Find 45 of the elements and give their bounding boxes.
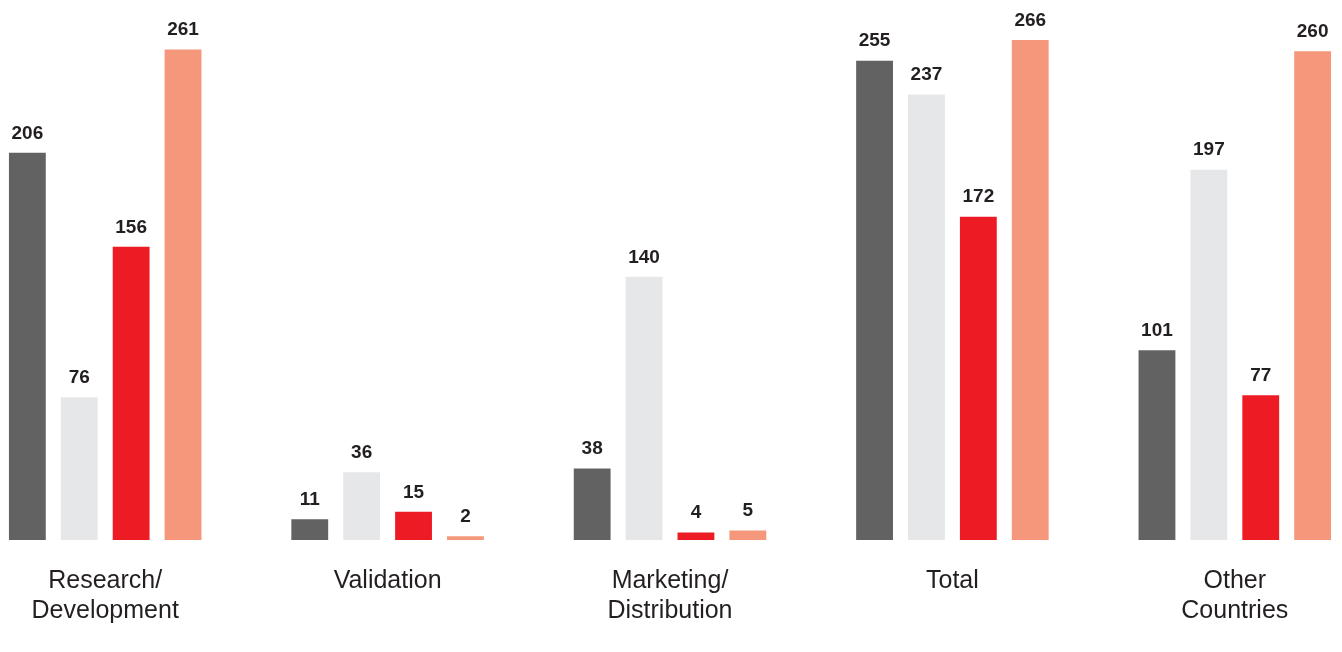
data-label: 260 bbox=[1296, 20, 1329, 42]
data-label: 5 bbox=[742, 499, 754, 521]
bar bbox=[447, 536, 484, 540]
data-label: 4 bbox=[690, 501, 702, 523]
data-label: 140 bbox=[628, 245, 660, 267]
data-label: 197 bbox=[1193, 138, 1225, 160]
data-label: 36 bbox=[351, 441, 373, 463]
bar bbox=[729, 530, 767, 540]
bar bbox=[573, 468, 611, 540]
x-tick-label: Research/ Development bbox=[31, 564, 179, 623]
data-label: 237 bbox=[910, 63, 943, 85]
bar bbox=[1294, 51, 1332, 540]
bar bbox=[112, 246, 150, 540]
bar bbox=[1138, 350, 1176, 540]
x-tick-label: Marketing/ Distribution bbox=[607, 564, 733, 623]
data-label: 172 bbox=[962, 185, 995, 207]
bar bbox=[1011, 40, 1049, 540]
data-label: 15 bbox=[402, 480, 425, 502]
bar bbox=[625, 276, 663, 540]
data-label: 76 bbox=[68, 365, 90, 387]
data-label: 11 bbox=[299, 488, 321, 510]
x-tick-label: Validation bbox=[333, 564, 442, 593]
data-label: 38 bbox=[581, 437, 603, 459]
bar bbox=[60, 397, 98, 540]
bar bbox=[164, 49, 202, 540]
data-label: 2 bbox=[460, 504, 471, 526]
x-tick-label: Total bbox=[925, 564, 979, 593]
data-label: 261 bbox=[167, 18, 200, 40]
bar bbox=[1242, 395, 1280, 540]
data-label: 206 bbox=[11, 121, 44, 143]
data-label: 77 bbox=[1250, 364, 1272, 385]
bar bbox=[1190, 169, 1228, 540]
bar bbox=[395, 511, 432, 540]
data-label: 255 bbox=[858, 29, 891, 51]
data-label: 266 bbox=[1014, 8, 1047, 30]
bar bbox=[8, 152, 46, 540]
bar bbox=[677, 532, 715, 540]
x-tick-label: Other Countries bbox=[1181, 564, 1289, 623]
bar bbox=[343, 472, 381, 540]
bar bbox=[291, 519, 329, 540]
data-label: 156 bbox=[115, 215, 147, 237]
bar bbox=[856, 60, 893, 540]
data-label: 101 bbox=[1141, 318, 1174, 340]
bar bbox=[908, 94, 945, 540]
bar bbox=[959, 216, 997, 540]
